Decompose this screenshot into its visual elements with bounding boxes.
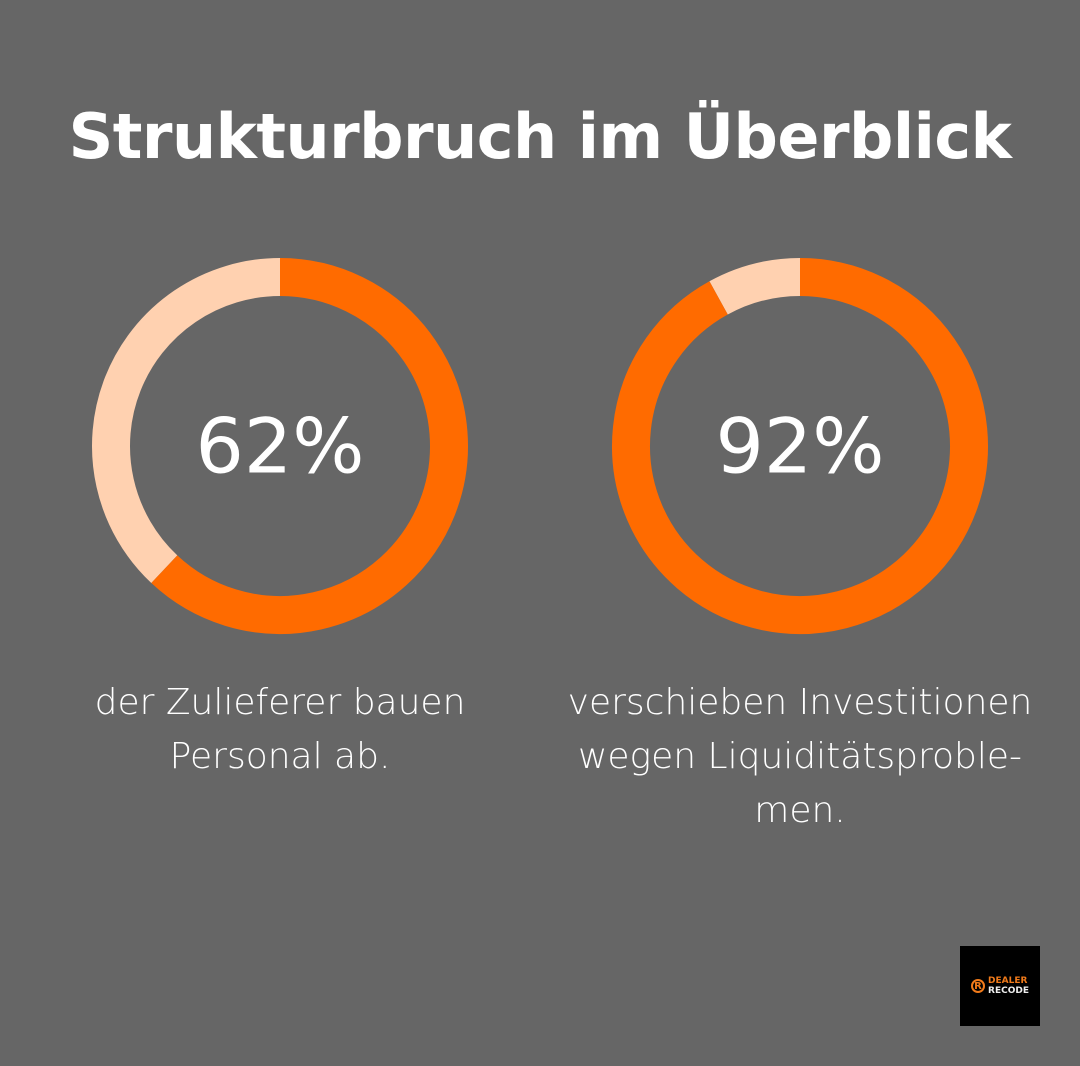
- page-title: Strukturbruch im Überblick: [68, 100, 1012, 173]
- donut-slice-value: [151, 258, 468, 634]
- donut-label-1: 62%: [196, 402, 365, 491]
- logo-r-icon: R: [971, 979, 986, 993]
- dealer-recode-logo: R DEALER RECODE: [960, 946, 1040, 1026]
- caption-1: der Zulieferer bauen Personal ab.: [94, 682, 466, 777]
- caption-2: verschieben Investitionen wegen Liquiditä…: [567, 682, 1033, 831]
- donut-chart-1: 62%: [92, 258, 468, 634]
- donut-slice-remainder: [709, 258, 801, 315]
- logo-line1: DEALER: [988, 976, 1028, 986]
- donut-slice-value: [612, 258, 988, 634]
- logo-line2: RECODE: [988, 986, 1029, 996]
- donut-slice-remainder: [92, 258, 281, 584]
- donut-chart-2: 92%: [612, 258, 988, 634]
- donut-label-2: 92%: [716, 402, 885, 491]
